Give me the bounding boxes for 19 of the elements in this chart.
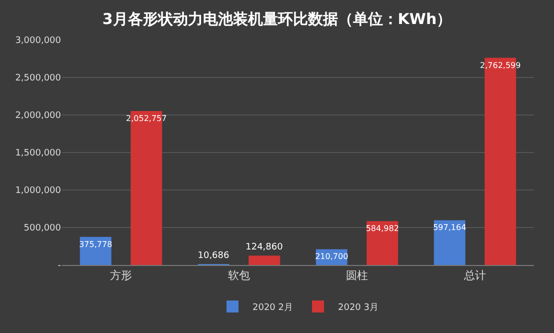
x-tick-label: 总计	[463, 269, 486, 282]
y-tick-label: 1,500,000	[15, 148, 62, 159]
x-tick-label: 圆柱	[346, 269, 368, 282]
y-tick-label: 1,000,000	[15, 186, 62, 196]
data-label: 584,982	[366, 224, 399, 234]
y-tick-label: 2,500,000	[15, 74, 62, 84]
legend-label: 2020 3月	[338, 303, 378, 314]
bar	[366, 221, 398, 265]
y-tick-label: -	[58, 261, 61, 272]
y-tick-label: 2,000,000	[15, 111, 62, 122]
data-label: 124,860	[246, 242, 284, 253]
x-tick-label: 软包	[228, 269, 250, 282]
legend-label: 2020 2月	[252, 303, 293, 314]
y-tick-label: 500,000	[24, 224, 62, 234]
chart-title: 3月各形状动力电池装机量环比数据（单位：KWh）	[102, 10, 452, 28]
y-tick-label: 3,000,000	[15, 36, 62, 46]
x-tick-label: 方形	[110, 269, 132, 282]
data-label: 10,686	[198, 251, 230, 261]
bar	[248, 256, 280, 265]
